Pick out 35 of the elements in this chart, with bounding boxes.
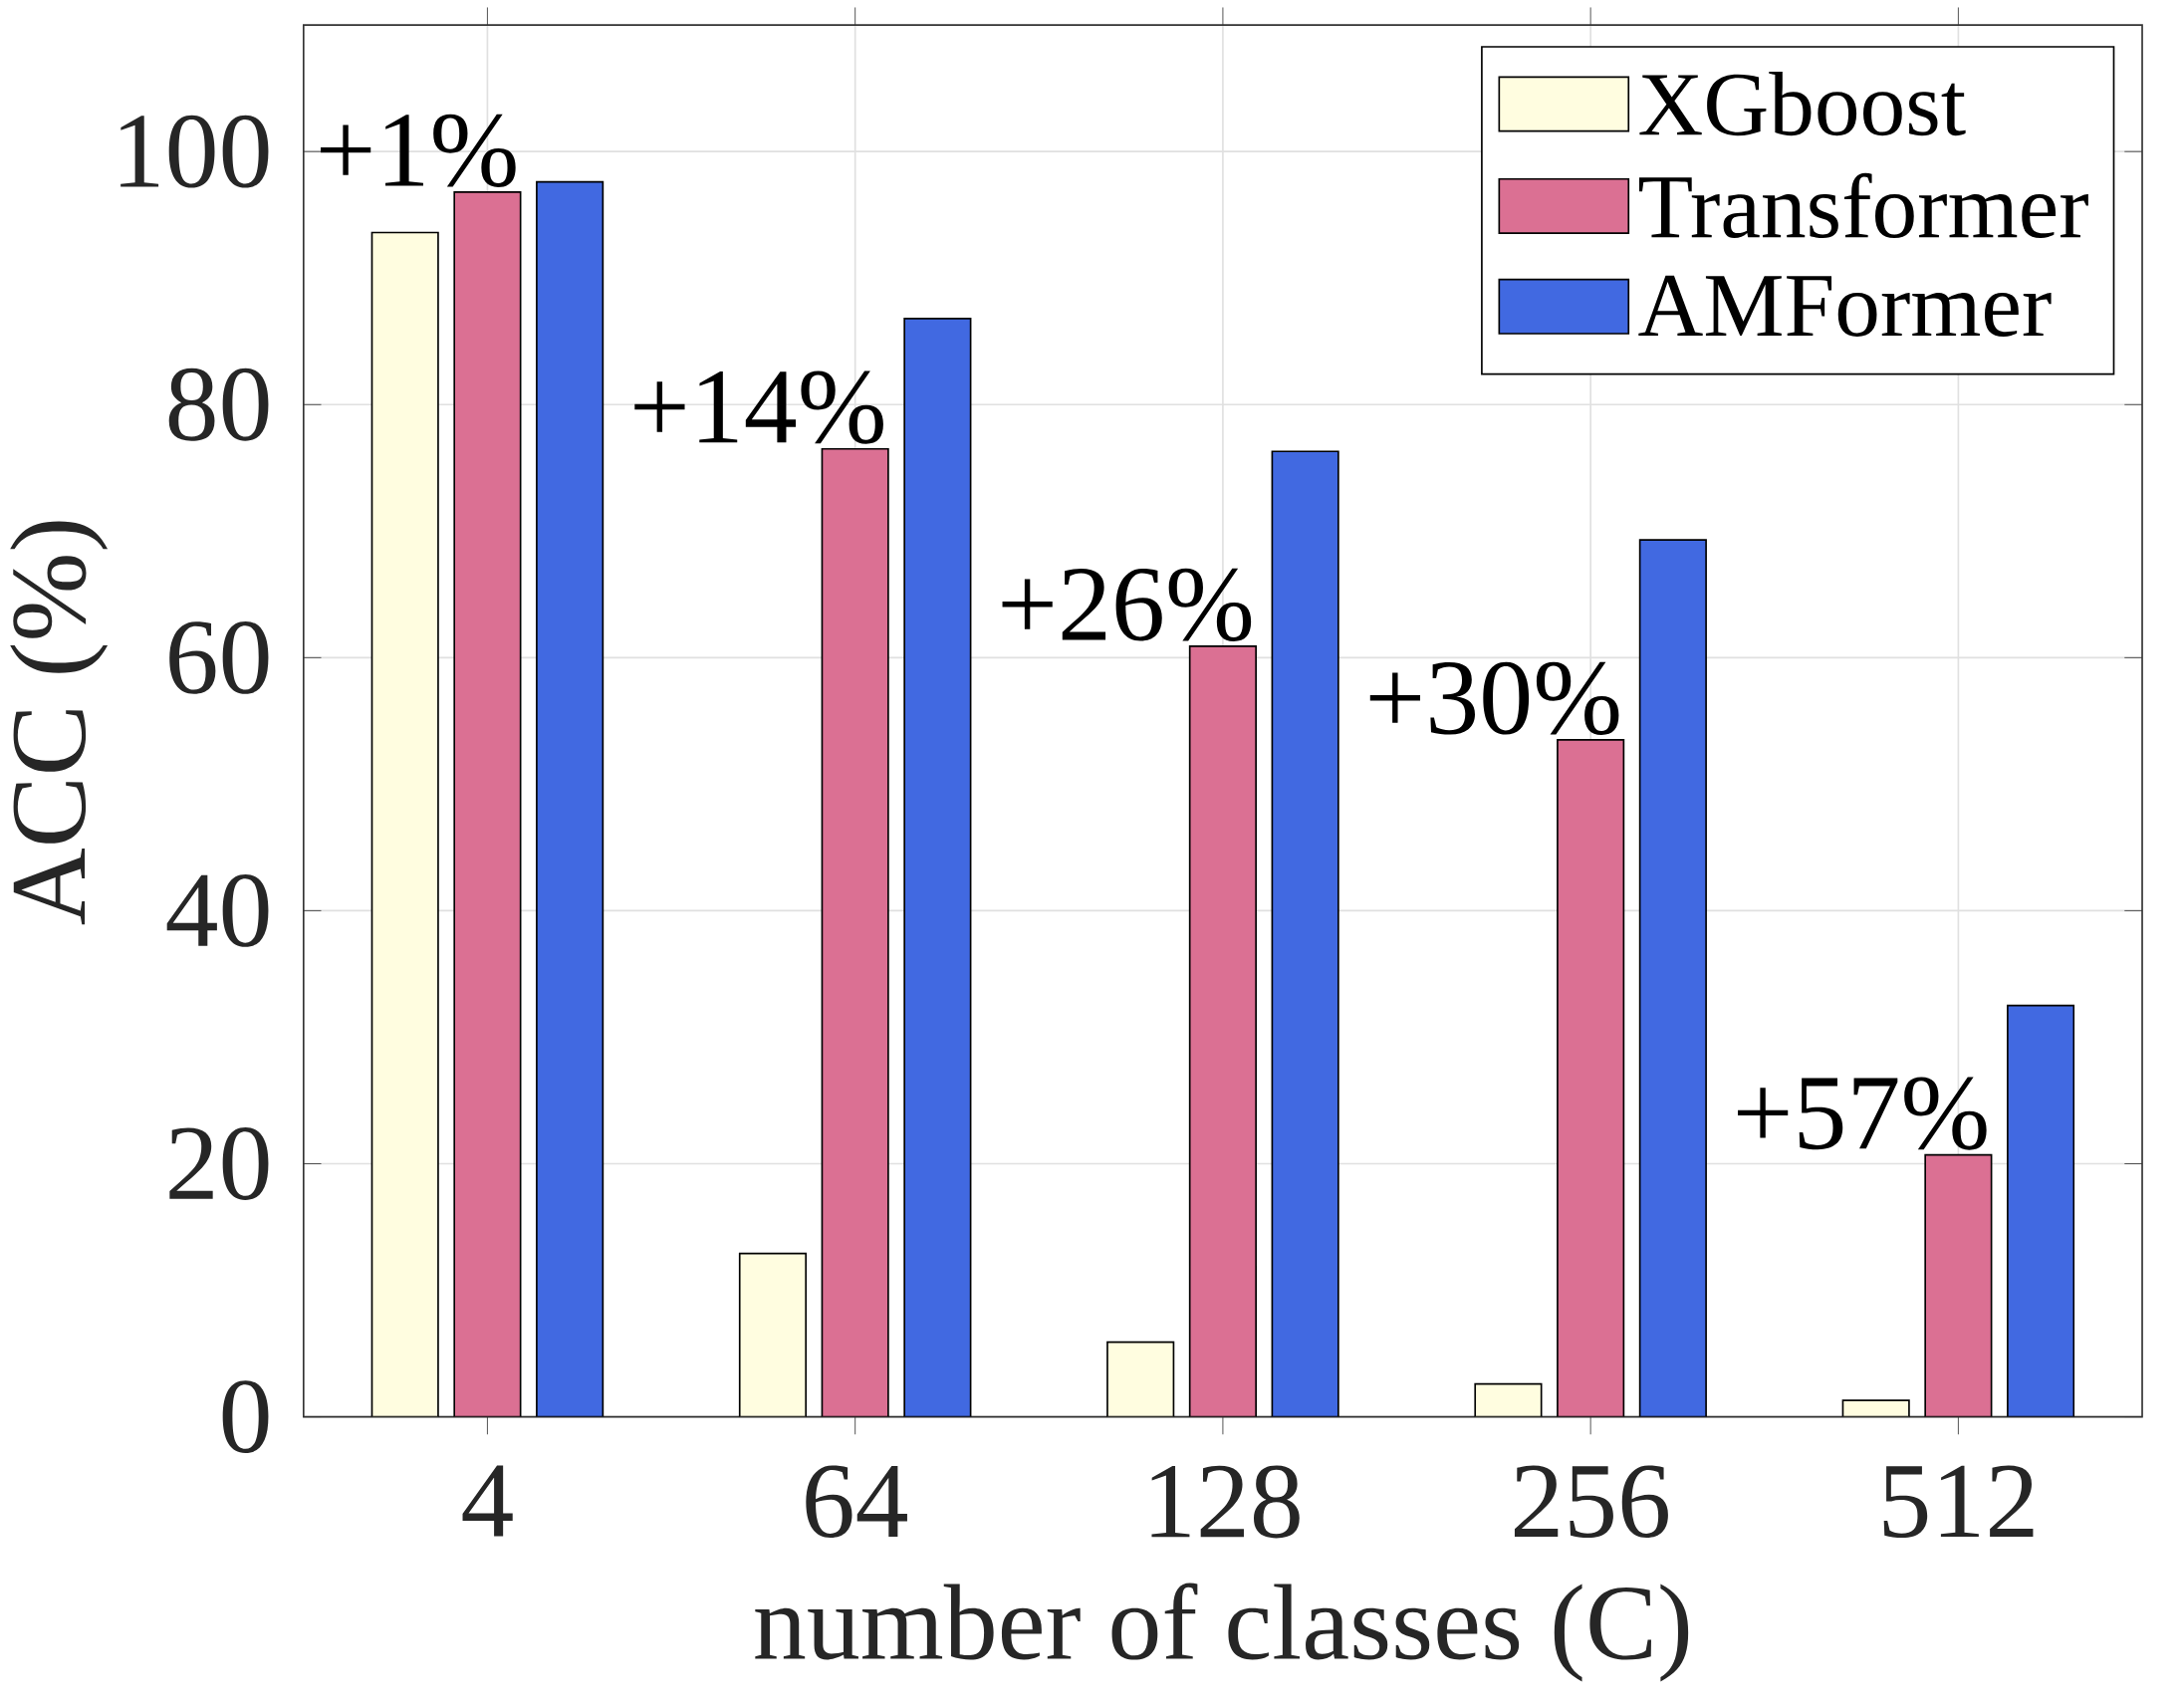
bar xyxy=(2007,1004,2075,1417)
bar xyxy=(1557,739,1625,1417)
annotation: +1% xyxy=(321,114,516,187)
bar xyxy=(1106,1341,1175,1417)
x-tick-label: 128 xyxy=(1151,1465,1300,1539)
bar xyxy=(1271,450,1339,1417)
x-tick-label: 4 xyxy=(462,1465,513,1537)
x-tick-label: 64 xyxy=(806,1465,907,1539)
annotation: +57% xyxy=(1738,1077,1987,1150)
bar xyxy=(453,190,522,1417)
y-axis-title: ACC (%) xyxy=(10,521,109,925)
x-tick-label: 512 xyxy=(1883,1465,2034,1539)
bar xyxy=(821,447,889,1417)
x-tick-label: 256 xyxy=(1514,1465,1668,1539)
annotation: +14% xyxy=(634,370,883,444)
bar xyxy=(1188,645,1257,1417)
y-tick-label: 20 xyxy=(169,1127,269,1200)
annotation: +30% xyxy=(1369,661,1619,735)
x-axis-title: number of classes (C) xyxy=(755,1583,1689,1682)
legend-label: XGboost xyxy=(1639,71,1966,136)
bar xyxy=(536,180,605,1417)
bar xyxy=(738,1252,808,1417)
bar xyxy=(1924,1153,1993,1417)
y-tick-label: 80 xyxy=(168,367,269,441)
bar xyxy=(903,318,972,1417)
bar xyxy=(1474,1382,1543,1417)
y-tick-label: 0 xyxy=(222,1380,269,1453)
legend-label: Transformer xyxy=(1639,172,2088,239)
bar xyxy=(1638,539,1707,1417)
y-tick-label: 40 xyxy=(166,873,269,947)
legend-label: AMFormer xyxy=(1638,275,2052,337)
bar xyxy=(370,231,439,1417)
y-tick-label: 60 xyxy=(169,620,269,694)
y-tick-label: 100 xyxy=(121,115,269,188)
annotation: +26% xyxy=(1002,568,1252,641)
